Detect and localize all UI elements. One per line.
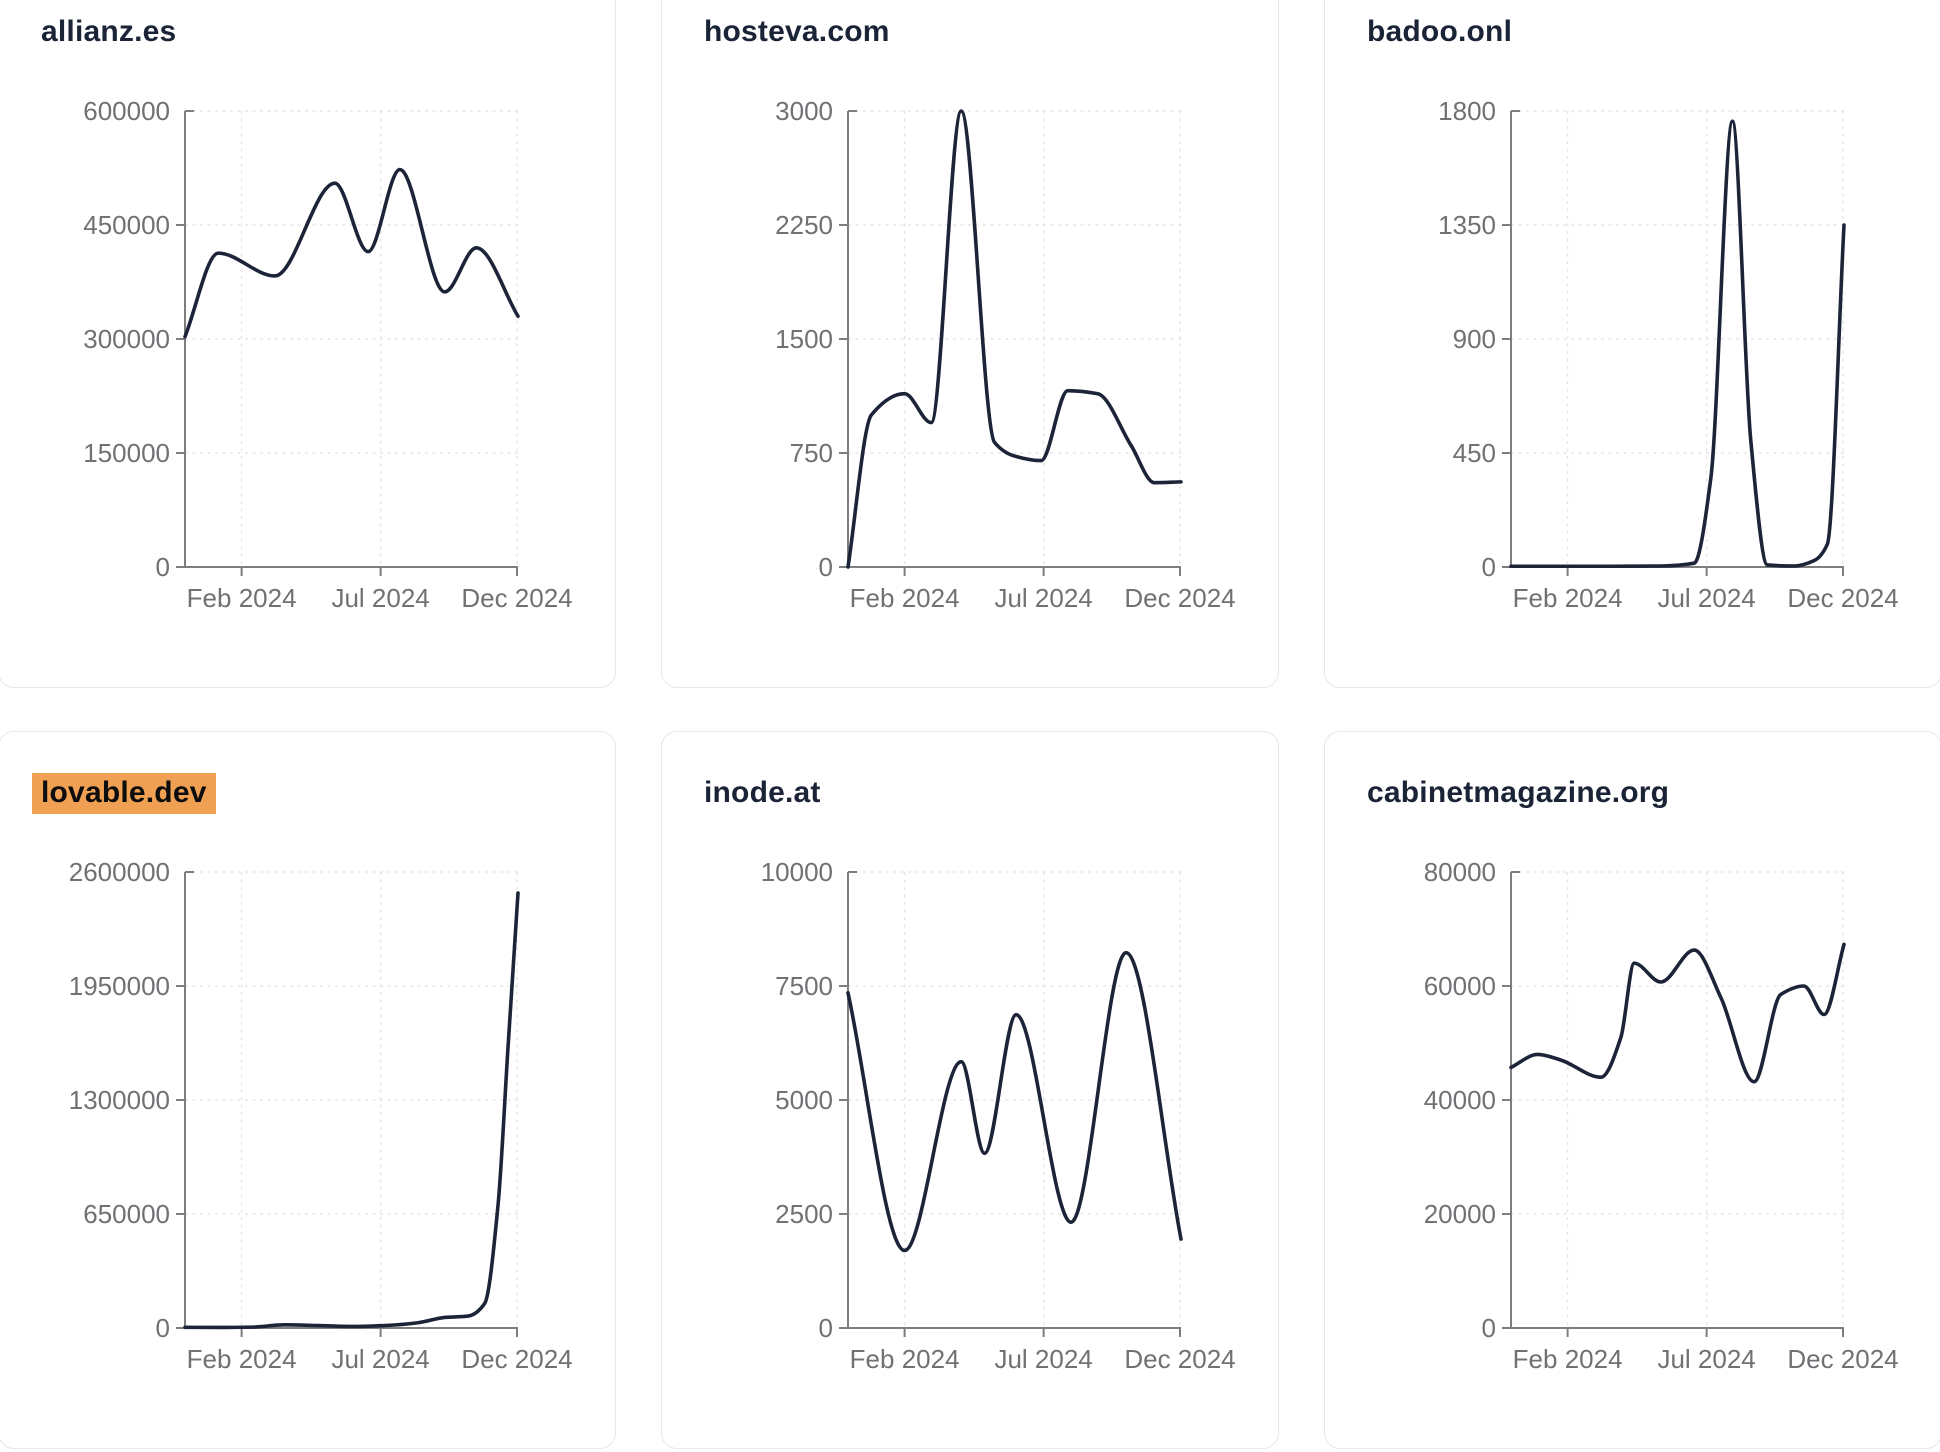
x-axis-tick-label: Dec 2024 (1124, 1344, 1235, 1374)
x-axis-tick-label: Jul 2024 (994, 583, 1092, 613)
y-axis-tick-label: 600000 (83, 96, 170, 126)
x-axis-tick-label: Feb 2024 (850, 1344, 960, 1374)
x-axis-tick-label: Dec 2024 (1124, 583, 1235, 613)
y-axis-tick-label: 2250 (775, 210, 833, 240)
traffic-line-chart: 0 750 1500 2250 3000 Feb 2024 Jul 2024 Dec 2024 (775, 96, 1236, 613)
domain-title-text: badoo.onl (1367, 15, 1513, 48)
domain-chart-card-inode.at[interactable]: inode.at 0 2500 5000 7500 10000 Feb 2024 Jul 2… (661, 731, 1279, 1449)
x-axis-tick-label: Feb 2024 (1513, 583, 1623, 613)
domain-title: badoo.onl (1367, 15, 1512, 49)
y-axis-tick-label: 3000 (775, 96, 833, 126)
y-axis-tick-label: 0 (1482, 552, 1496, 582)
y-axis-tick-label: 2600000 (69, 857, 170, 887)
y-axis-tick-label: 0 (819, 552, 833, 582)
traffic-line-chart: 0 150000 300000 450000 600000 Feb 2024 Jul 202… (83, 96, 572, 613)
y-axis-tick-label: 150000 (83, 438, 170, 468)
x-axis-tick-label: Feb 2024 (187, 1344, 297, 1374)
y-axis-tick-label: 1300000 (69, 1085, 170, 1115)
domain-title: allianz.es (41, 15, 176, 49)
y-axis-tick-label: 900 (1453, 324, 1496, 354)
domain-chart-card-allianz.es[interactable]: allianz.es 0 150000 300000 450000 600000 Feb … (0, 0, 616, 688)
y-axis-tick-label: 7500 (775, 971, 833, 1001)
x-axis-tick-label: Dec 2024 (461, 583, 572, 613)
x-axis-tick-label: Feb 2024 (187, 583, 297, 613)
y-axis-tick-label: 0 (1482, 1313, 1496, 1343)
x-axis-tick-label: Jul 2024 (331, 583, 429, 613)
traffic-series-line (183, 167, 520, 339)
domain-chart-card-cabinetmagazine.org[interactable]: cabinetmagazine.org 0 20000 40000 60000 8000… (1324, 731, 1940, 1449)
y-axis-tick-label: 2500 (775, 1199, 833, 1229)
y-axis-tick-label: 5000 (775, 1085, 833, 1115)
x-axis-tick-label: Dec 2024 (1787, 1344, 1898, 1374)
x-axis-tick-label: Jul 2024 (331, 1344, 429, 1374)
x-axis-tick-label: Jul 2024 (994, 1344, 1092, 1374)
traffic-series-line (1509, 942, 1846, 1084)
traffic-line-chart: 0 650000 1300000 1950000 2600000 Feb 2024 Jul … (69, 857, 573, 1374)
y-axis-tick-label: 0 (156, 552, 170, 582)
domain-title: hosteva.com (704, 15, 890, 49)
domain-title-text: hosteva.com (704, 15, 890, 48)
x-axis-tick-label: Feb 2024 (1513, 1344, 1623, 1374)
domain-title-text: inode.at (704, 776, 821, 809)
traffic-line-chart: 0 20000 40000 60000 80000 Feb 2024 Jul 2024 Dec… (1424, 857, 1899, 1374)
domain-chart-card-lovable.dev[interactable]: lovable.dev 0 650000 1300000 1950000 2600000… (0, 731, 616, 1449)
domain-title: inode.at (704, 776, 821, 810)
x-axis-tick-label: Feb 2024 (850, 583, 960, 613)
y-axis-tick-label: 450 (1453, 438, 1496, 468)
traffic-series-line (183, 891, 520, 1330)
y-axis-tick-label: 1350 (1438, 210, 1496, 240)
domain-title-text: allianz.es (41, 15, 177, 48)
y-axis-tick-label: 450000 (83, 210, 170, 240)
domain-title: cabinetmagazine.org (1367, 776, 1669, 810)
y-axis-tick-label: 0 (156, 1313, 170, 1343)
traffic-line-chart: 0 2500 5000 7500 10000 Feb 2024 Jul 2024 Dec 20… (761, 857, 1236, 1374)
y-axis-tick-label: 750 (790, 438, 833, 468)
x-axis-tick-label: Dec 2024 (461, 1344, 572, 1374)
y-axis-tick-label: 60000 (1424, 971, 1496, 1001)
y-axis-tick-label: 300000 (83, 324, 170, 354)
x-axis-tick-label: Jul 2024 (1657, 583, 1755, 613)
y-axis-tick-label: 20000 (1424, 1199, 1496, 1229)
domain-title-text: cabinetmagazine.org (1367, 776, 1670, 809)
y-axis-tick-label: 40000 (1424, 1085, 1496, 1115)
domain-chart-card-hosteva.com[interactable]: hosteva.com 0 750 1500 2250 3000 Feb 2024 Jul … (661, 0, 1279, 688)
traffic-series-line (846, 109, 1183, 569)
y-axis-tick-label: 80000 (1424, 857, 1496, 887)
y-axis-tick-label: 1950000 (69, 971, 170, 1001)
y-axis-tick-label: 10000 (761, 857, 833, 887)
traffic-line-chart: 0 450 900 1350 1800 Feb 2024 Jul 2024 Dec 2024 (1438, 96, 1899, 613)
x-axis-tick-label: Jul 2024 (1657, 1344, 1755, 1374)
domain-chart-card-badoo.onl[interactable]: badoo.onl 0 450 900 1350 1800 Feb 2024 Jul 202… (1324, 0, 1940, 688)
domain-title: lovable.dev (32, 773, 216, 814)
y-axis-tick-label: 1800 (1438, 96, 1496, 126)
y-axis-tick-label: 1500 (775, 324, 833, 354)
traffic-series-line (846, 950, 1183, 1253)
x-axis-tick-label: Dec 2024 (1787, 583, 1898, 613)
domain-title-text-highlighted: lovable.dev (32, 773, 216, 814)
y-axis-tick-label: 0 (819, 1313, 833, 1343)
y-axis-tick-label: 650000 (83, 1199, 170, 1229)
traffic-series-line (1509, 119, 1846, 569)
